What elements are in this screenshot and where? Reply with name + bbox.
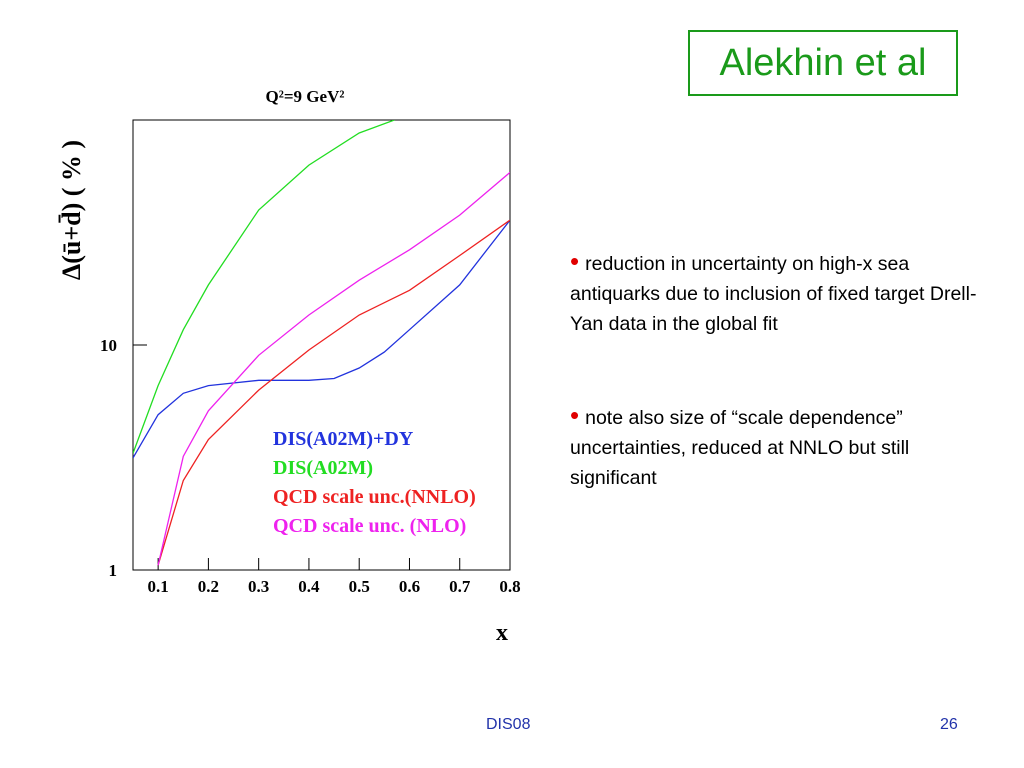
legend-entry: DIS(A02M) [273,457,373,479]
page-number: 26 [940,716,958,733]
y-tick-label: 10 [100,336,117,355]
y-tick-label: 1 [109,561,118,580]
bullet: reduction in uncertainty on high-x sea a… [570,246,990,339]
series-line [133,120,395,454]
x-tick-label: 0.6 [399,577,420,596]
legend-entry: QCD scale unc.(NNLO) [273,486,476,508]
series-line [157,171,510,566]
y-axis-label: Δ(ū+d̄) ( % ) [57,140,86,280]
series-line [157,219,510,566]
slide-title: Alekhin et al [688,30,958,96]
x-tick-label: 0.3 [248,577,269,596]
x-tick-label: 0.7 [449,577,471,596]
x-tick-label: 0.1 [148,577,169,596]
x-tick-label: 0.2 [198,577,219,596]
legend-entry: QCD scale unc. (NLO) [273,515,466,537]
x-tick-label: 0.5 [349,577,370,596]
bullet: note also size of “scale dependence” unc… [570,400,990,493]
x-axis-label: x [496,620,508,646]
series-line [133,219,510,459]
chart: Q²=9 GeV² Δ(ū+d̄) ( % ) x 1 10 0.1 0.2 0.3 0.… [57,87,521,646]
chart-title: Q²=9 GeV² [266,87,345,106]
x-tick-label: 0.4 [298,577,320,596]
plot-area [133,120,510,566]
x-tick-label: 0.8 [499,577,520,596]
footer: DIS08 [486,716,531,733]
legend-entry: DIS(A02M)+DY [273,428,414,450]
